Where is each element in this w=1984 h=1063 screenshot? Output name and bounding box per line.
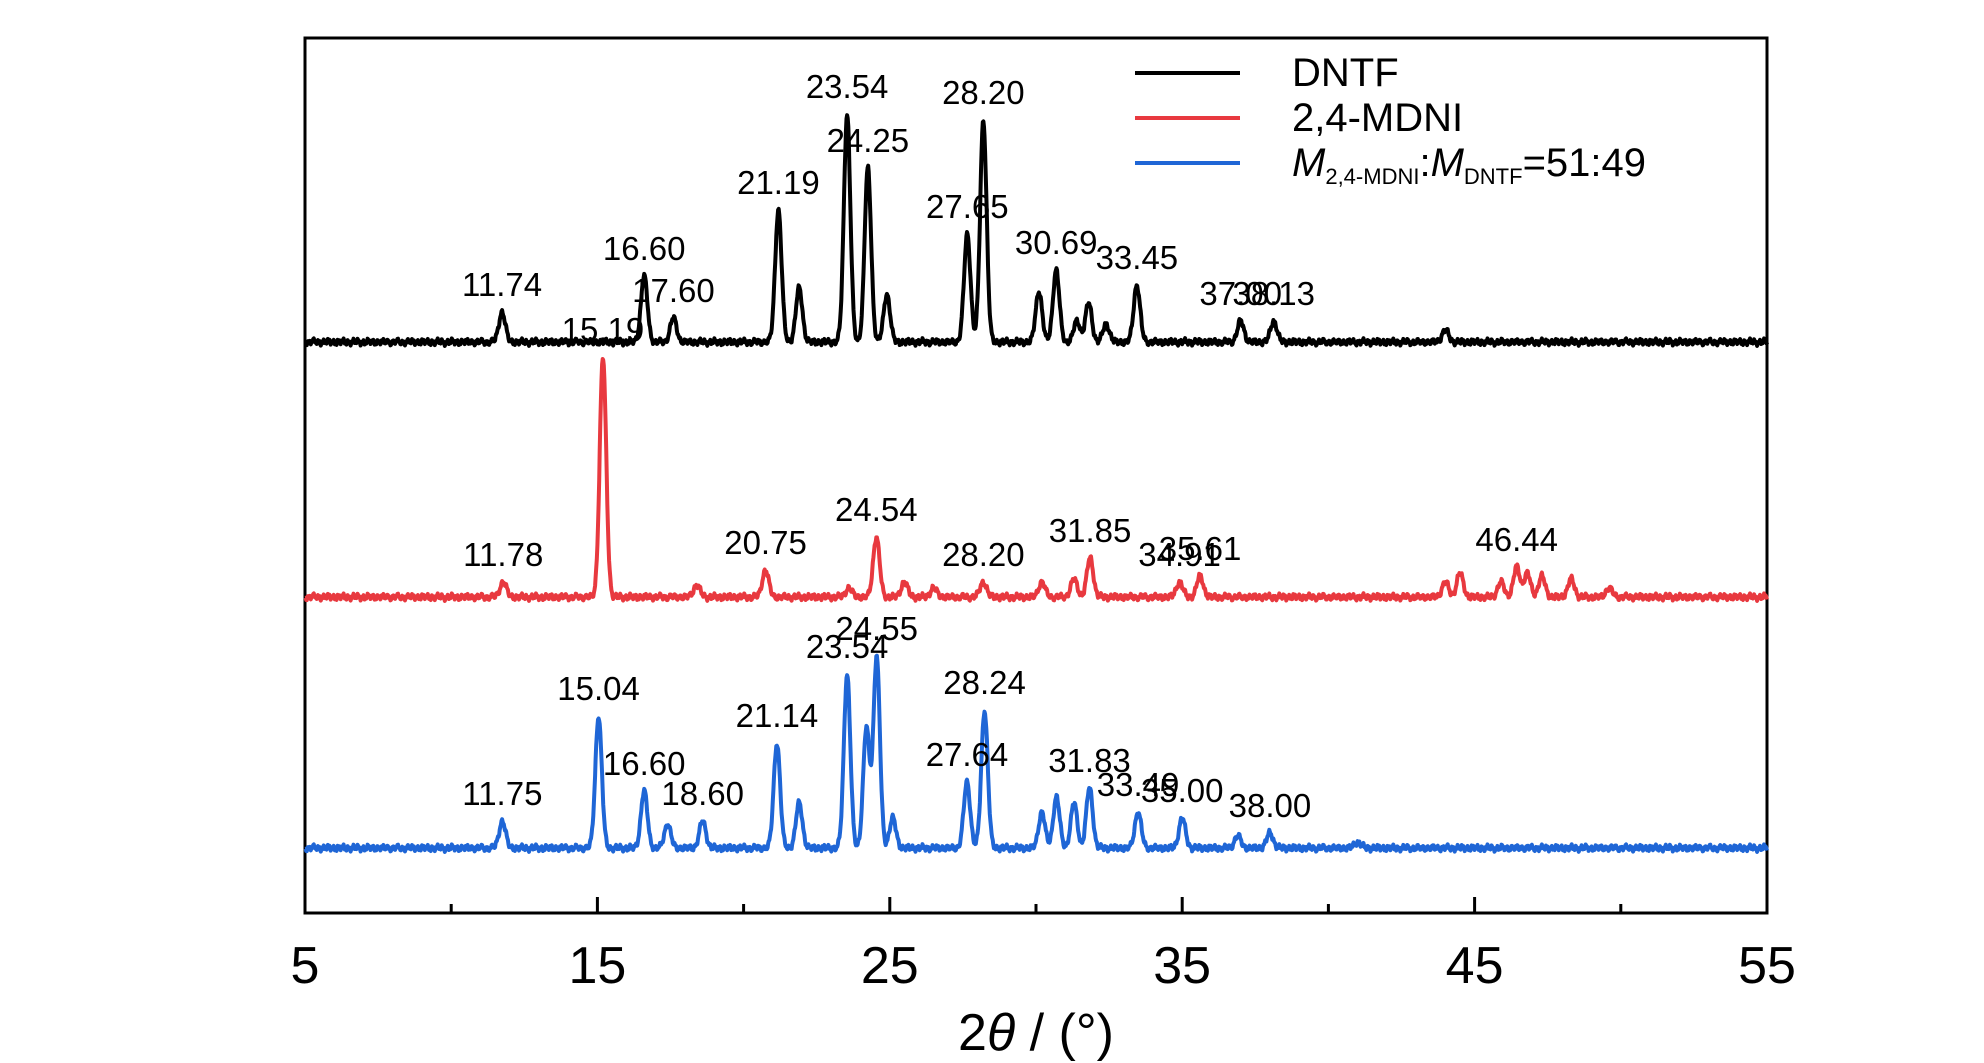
legend-label-mixture: M2,4-MDNI:MDNTF=51:49 — [1292, 141, 1646, 189]
peak-label: 11.78 — [463, 536, 543, 573]
peak-label: 11.74 — [462, 266, 542, 303]
peak-label: 28.20 — [942, 536, 1025, 573]
trace-1 — [303, 357, 1769, 603]
x-tick-label: 45 — [1446, 937, 1504, 995]
x-axis-tick-labels: 5 15 25 35 45 55 — [291, 937, 1796, 995]
peak-label: 46.44 — [1475, 521, 1558, 558]
peak-label: 35.61 — [1159, 530, 1242, 567]
peak-label: 31.83 — [1048, 742, 1131, 779]
traces — [303, 113, 1769, 854]
peak-label: 23.54 — [806, 628, 889, 665]
peak-label: 11.75 — [462, 775, 542, 812]
legend-label-dntf: DNTF — [1292, 51, 1399, 95]
peak-label: 24.54 — [835, 491, 918, 528]
peak-label: 21.14 — [736, 697, 819, 734]
peak-label: 35.00 — [1141, 772, 1224, 809]
peak-labels: 11.74 16.60 17.60 21.19 23.54 24.25 27.65 28.20… — [462, 68, 1558, 824]
peak-label: 28.24 — [943, 664, 1026, 701]
x-tick-label: 35 — [1153, 937, 1211, 995]
trace-0 — [303, 113, 1769, 348]
x-tick-label: 25 — [861, 937, 919, 995]
peak-label: 33.49 — [1097, 766, 1180, 803]
x-tick-label: 15 — [568, 937, 626, 995]
peak-label: 34.91 — [1138, 536, 1221, 573]
peak-label: 20.75 — [724, 524, 807, 561]
peak-label: 17.60 — [632, 272, 715, 309]
peak-label: 30.69 — [1015, 224, 1098, 261]
peak-label: 24.55 — [835, 610, 918, 647]
legend: DNTF 2,4-MDNI M2,4-MDNI:MDNTF=51:49 — [1135, 51, 1646, 189]
peak-label: 27.65 — [926, 188, 1009, 225]
peak-label: 33.45 — [1096, 239, 1179, 276]
peak-label: 31.85 — [1049, 512, 1132, 549]
x-tick-label: 55 — [1738, 937, 1796, 995]
peak-label: 16.60 — [603, 230, 686, 267]
peak-label: 15.04 — [557, 670, 640, 707]
x-axis-title-prefix: 2 — [958, 1004, 987, 1062]
peak-label: 38.00 — [1229, 787, 1312, 824]
peak-label: 28.20 — [942, 74, 1025, 111]
trace-2 — [303, 653, 1769, 854]
peak-label: 27.64 — [926, 736, 1009, 773]
x-axis-title-suffix: / (°) — [1015, 1004, 1114, 1062]
peak-label: 37.00 — [1199, 275, 1282, 312]
x-axis-ticks — [303, 897, 1769, 913]
peak-label: 38.13 — [1232, 275, 1315, 312]
peak-label: 18.60 — [661, 775, 744, 812]
x-axis-title: 2θ / (°) — [958, 1004, 1114, 1062]
peak-label: 16.60 — [603, 745, 686, 782]
peak-label: 21.19 — [737, 164, 820, 201]
peak-label: 15.19 — [562, 311, 645, 348]
peak-label: 23.54 — [806, 68, 889, 105]
x-axis-title-symbol: θ — [987, 1004, 1015, 1062]
peak-label: 24.25 — [827, 122, 910, 159]
legend-label-mdni: 2,4-MDNI — [1292, 96, 1463, 140]
x-tick-label: 5 — [291, 937, 320, 995]
